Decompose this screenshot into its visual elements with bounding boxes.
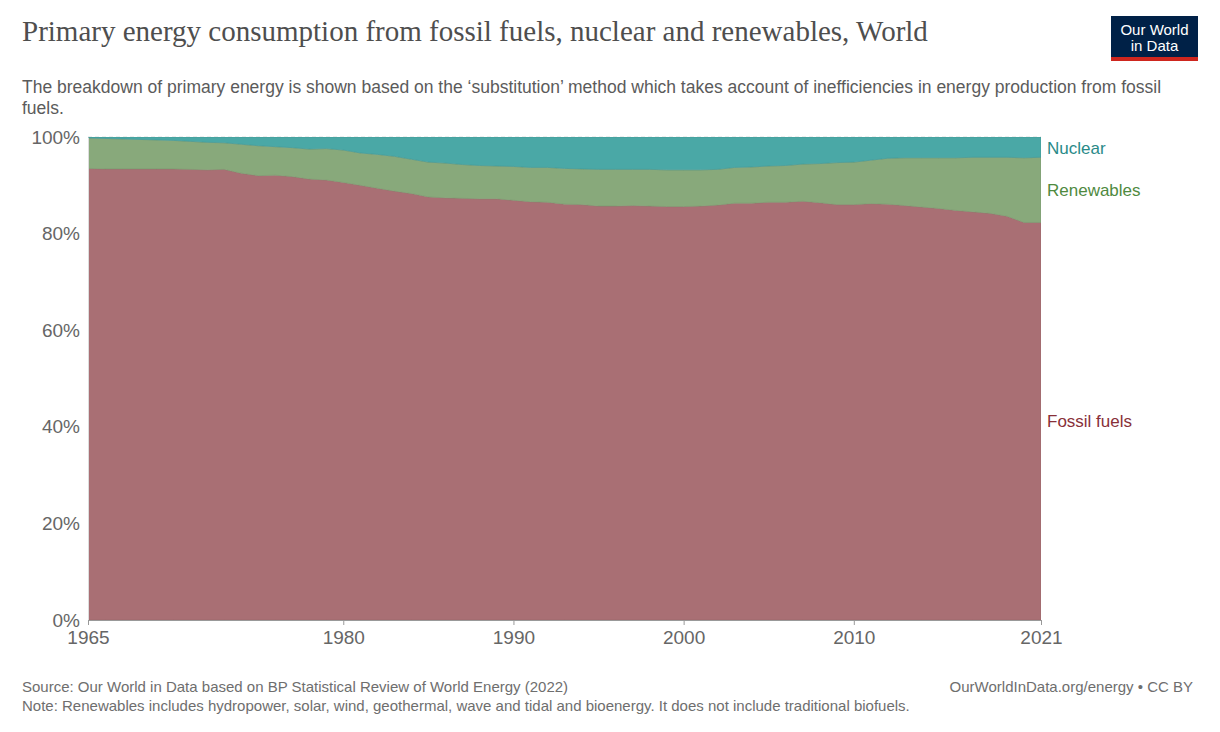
x-tick-mark — [343, 620, 344, 625]
x-axis: 1965 1980 1990 2000 2010 2021 — [67, 620, 1062, 648]
series-label: Nuclear — [1047, 139, 1106, 158]
x-tick-label: 2000 — [663, 627, 705, 648]
area — [88, 138, 1041, 223]
y-tick-label: 60% — [42, 320, 80, 341]
subtitle: The breakdown of primary energy is shown… — [22, 77, 1161, 118]
x-axis-line — [89, 621, 1042, 626]
area — [88, 168, 1041, 620]
x-tick: 1980 — [323, 620, 365, 648]
y-axis-line — [88, 138, 89, 621]
series-label: Renewables — [1047, 181, 1141, 200]
x-tick-mark — [1041, 620, 1042, 625]
x-tick: 1965 — [67, 620, 109, 648]
x-tick-label: 2010 — [833, 627, 875, 648]
chart: Primary energy consumption from fossil f… — [0, 0, 1220, 732]
y-tick: 20% — [42, 513, 88, 534]
y-tick-label: 80% — [42, 223, 80, 244]
x-tick: 2010 — [833, 620, 875, 648]
text-line: fuels. — [22, 98, 64, 118]
y-tick: 60% — [42, 320, 88, 341]
y-tick: 40% — [42, 416, 88, 437]
note: Note: Renewables includes hydropower, so… — [22, 697, 910, 714]
logo-text: in Data — [1131, 37, 1179, 54]
x-tick-label: 1990 — [493, 627, 535, 648]
grid — [88, 137, 1041, 620]
x-tick-mark — [684, 620, 685, 625]
logo: Our Worldin Data — [1111, 16, 1198, 61]
logo-bar — [1111, 57, 1198, 61]
y-tick-label: 40% — [42, 416, 80, 437]
x-tick-mark — [513, 620, 514, 625]
title: Primary energy consumption from fossil f… — [22, 15, 928, 47]
logo-box — [1111, 16, 1198, 61]
area — [88, 137, 1041, 170]
license: OurWorldInData.org/energy • CC BY — [950, 678, 1193, 695]
series-label: Fossil fuels — [1047, 412, 1132, 431]
y-axis: 0%20%40%60%80%100% — [31, 127, 88, 631]
series-labels: Nuclear Renewables Fossil fuels — [1047, 139, 1141, 431]
y-tick: 80% — [42, 223, 88, 244]
x-tick: 1990 — [493, 620, 535, 648]
x-tick: 2021 — [1020, 620, 1062, 648]
x-tick: 2000 — [663, 620, 705, 648]
y-tick-label: 20% — [42, 513, 80, 534]
x-tick-label: 2021 — [1020, 627, 1062, 648]
text-line: Primary energy consumption from fossil f… — [22, 15, 928, 47]
source: Source: Our World in Data based on BP St… — [22, 678, 568, 695]
x-tick-mark — [854, 620, 855, 625]
logo-text: Our World — [1120, 21, 1188, 38]
y-tick: 100% — [31, 127, 88, 148]
x-tick-label: 1965 — [67, 627, 109, 648]
x-tick-mark — [88, 620, 89, 625]
plot-areas — [88, 137, 1041, 620]
text-line: The breakdown of primary energy is shown… — [22, 77, 1161, 97]
y-tick-label: 100% — [31, 127, 80, 148]
x-tick-label: 1980 — [323, 627, 365, 648]
